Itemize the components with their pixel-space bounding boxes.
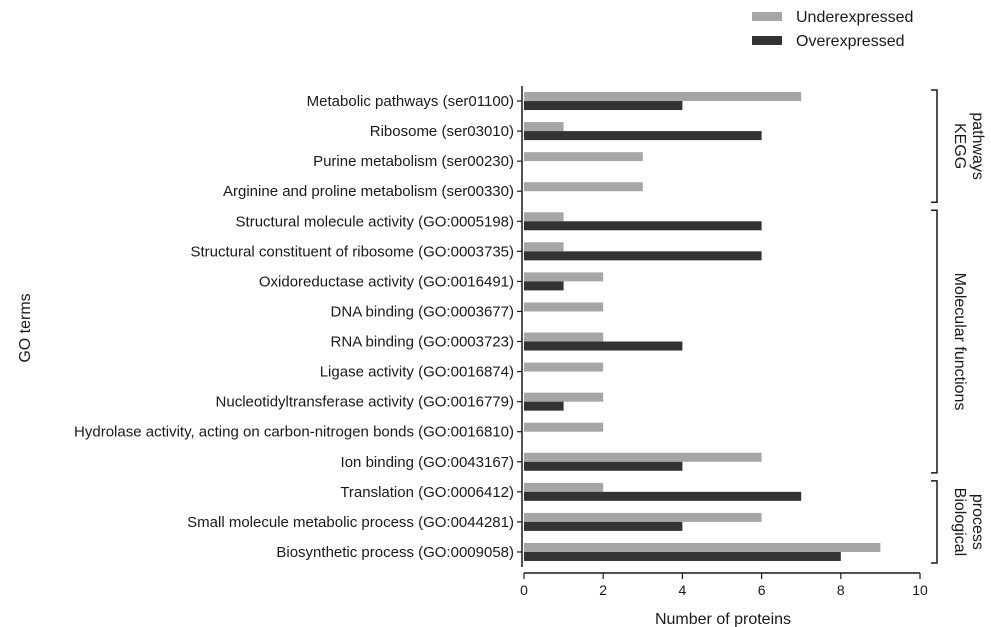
category-label: DNA binding (GO:0003677) — [331, 303, 514, 320]
category-label: Ion binding (GO:0043167) — [341, 454, 514, 471]
bar-underexpressed-2 — [524, 152, 643, 162]
category-label: RNA binding (GO:0003723) — [331, 334, 514, 351]
bar-overexpressed-0 — [524, 101, 683, 111]
bars — [524, 92, 881, 561]
bar-underexpressed-12 — [524, 452, 762, 462]
category-labels: Metabolic pathways (ser01100) Ribosome (s… — [74, 93, 514, 561]
group-label: KEGG — [951, 123, 968, 169]
category-label: Ligase activity (GO:0016874) — [320, 364, 514, 381]
group-label: Molecular functions — [951, 273, 968, 411]
x-axis-label: Number of proteins — [655, 611, 791, 627]
bar-underexpressed-7 — [524, 302, 604, 312]
category-label: Oxidoreductase activity (GO:0016491) — [259, 273, 514, 290]
x-tick-label: 4 — [679, 582, 687, 598]
legend-swatch-underexpressed — [752, 12, 782, 21]
group-bracket — [931, 209, 938, 474]
bar-overexpressed-6 — [524, 281, 564, 291]
bar-overexpressed-14 — [524, 521, 683, 531]
bar-underexpressed-8 — [524, 332, 604, 342]
bar-overexpressed-12 — [524, 461, 683, 471]
group-label: process — [969, 494, 986, 550]
x-tick-label: 0 — [520, 582, 528, 598]
bar-underexpressed-0 — [524, 92, 802, 102]
category-label: Nucleotidyltransferase activity (GO:0016… — [216, 394, 514, 411]
bar-underexpressed-9 — [524, 362, 604, 372]
x-tick-label: 6 — [758, 582, 766, 598]
category-label: Small molecule metabolic process (GO:004… — [187, 514, 514, 531]
bar-overexpressed-1 — [524, 131, 762, 141]
x-tick-label: 10 — [912, 582, 928, 598]
bar-underexpressed-15 — [524, 542, 881, 552]
category-label: Ribosome (ser03010) — [370, 123, 514, 140]
group-brackets: KEGG pathways Molecular functions Biologica… — [931, 89, 986, 564]
group-bracket — [931, 480, 938, 564]
bar-overexpressed-4 — [524, 221, 762, 231]
category-label: Translation (GO:0006412) — [340, 484, 514, 501]
bar-underexpressed-3 — [524, 182, 643, 192]
legend-swatch-overexpressed — [752, 36, 782, 45]
y-axis-label: GO terms — [17, 293, 34, 362]
bar-overexpressed-8 — [524, 341, 683, 351]
bar-underexpressed-1 — [524, 122, 564, 132]
x-tick-label: 2 — [599, 582, 607, 598]
bar-underexpressed-11 — [524, 422, 604, 432]
category-label: Hydrolase activity, acting on carbon-nit… — [74, 424, 514, 441]
bar-underexpressed-5 — [524, 242, 564, 252]
legend-label: Underexpressed — [796, 9, 913, 26]
bar-underexpressed-10 — [524, 392, 604, 402]
category-label: Structural constituent of ribosome (GO:0… — [191, 243, 515, 260]
legend-label: Overexpressed — [796, 33, 905, 50]
bar-overexpressed-13 — [524, 491, 802, 501]
bar-overexpressed-15 — [524, 551, 841, 561]
x-tick-label: 8 — [837, 582, 845, 598]
bar-underexpressed-13 — [524, 482, 604, 492]
bar-underexpressed-14 — [524, 512, 762, 522]
bar-underexpressed-4 — [524, 212, 564, 222]
group-label: pathways — [969, 112, 986, 180]
legend: Underexpressed Overexpressed — [752, 9, 913, 50]
category-label: Structural molecule activity (GO:0005198… — [236, 213, 514, 230]
axes: 0 2 4 6 8 10 — [517, 86, 928, 598]
category-label: Metabolic pathways (ser01100) — [307, 93, 514, 110]
category-label: Biosynthetic process (GO:0009058) — [276, 544, 514, 561]
group-label: Biological — [951, 488, 968, 556]
bar-overexpressed-10 — [524, 401, 564, 411]
category-label: Purine metabolism (ser00230) — [313, 153, 514, 170]
bar-overexpressed-5 — [524, 251, 762, 261]
category-label: Arginine and proline metabolism (ser0033… — [223, 183, 514, 200]
group-bracket — [931, 89, 938, 203]
bar-underexpressed-6 — [524, 272, 604, 282]
